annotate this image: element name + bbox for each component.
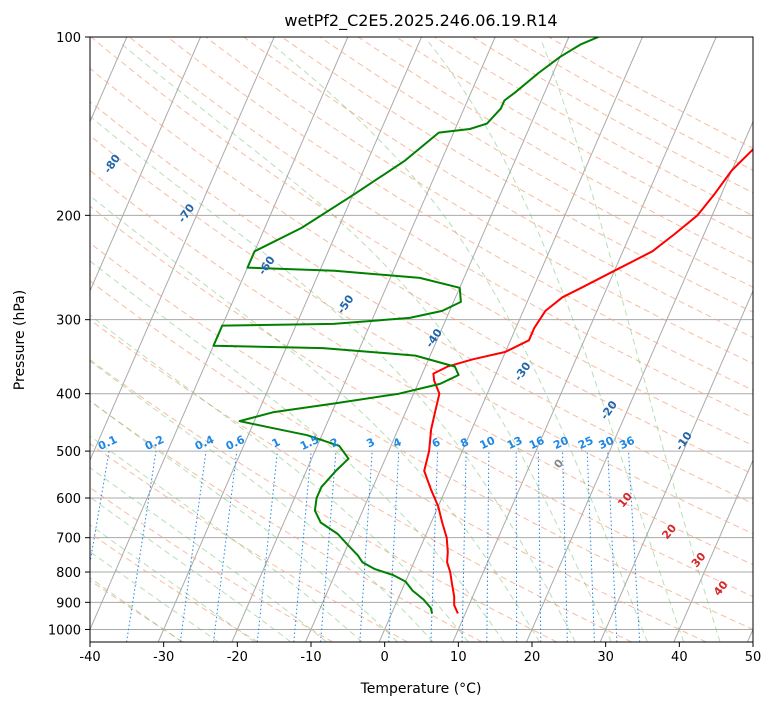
isotherm-line xyxy=(453,37,716,642)
x-axis-label: Temperature (°C) xyxy=(360,681,482,697)
mixing-ratio-label: 10 xyxy=(478,434,498,452)
y-tick-label: 500 xyxy=(56,445,81,460)
mixing-ratio-label: 3 xyxy=(364,435,376,450)
plot-frame xyxy=(90,37,753,642)
moist-adiabat-line xyxy=(0,42,539,642)
y-tick-label: 1000 xyxy=(48,623,81,638)
moist-adiabat-line xyxy=(542,42,720,642)
mixing-ratio-label: 25 xyxy=(576,434,595,452)
mixing-ratio-line xyxy=(360,451,372,642)
chart-title: wetPf2_C2E5.2025.246.06.19.R14 xyxy=(284,11,557,31)
x-tick-label: 20 xyxy=(524,650,541,665)
x-tick-label: -20 xyxy=(227,650,248,665)
moist-adiabat-label: 30 xyxy=(689,550,709,570)
mixing-ratio-line xyxy=(257,451,277,642)
mixing-ratio-label: 0.1 xyxy=(96,433,119,453)
mixing-ratio-line xyxy=(180,451,206,642)
isotherm-line xyxy=(600,37,775,642)
mixing-ratio-label: 0.2 xyxy=(143,433,166,453)
dry-adiabat-label: -60 xyxy=(256,253,278,277)
mixing-ratio-line xyxy=(487,451,489,642)
y-tick-label: 200 xyxy=(56,209,81,224)
y-tick-label: 900 xyxy=(56,596,81,611)
moist-adiabat-line xyxy=(0,42,398,642)
dry-adiabat-line xyxy=(358,37,775,642)
dry-adiabat-label: -90 xyxy=(24,109,46,133)
moist-adiabat-line xyxy=(0,42,362,642)
y-axis-label: Pressure (hPa) xyxy=(12,290,28,390)
moist-adiabat-line xyxy=(0,42,327,642)
y-tick-label: 600 xyxy=(56,492,81,507)
dry-adiabat-line xyxy=(0,37,482,642)
dry-adiabat-line xyxy=(0,37,632,642)
mixing-ratio-label: 36 xyxy=(617,434,637,452)
dry-adiabat-line xyxy=(15,37,775,642)
mixing-ratio-label: 13 xyxy=(505,434,524,452)
mixing-ratio-label: 20 xyxy=(551,434,571,452)
mixing-ratio-line xyxy=(76,451,109,642)
dry-adiabat-label: -20 xyxy=(598,398,620,422)
dewpoint-line xyxy=(214,37,599,614)
isotherm-line xyxy=(232,37,495,642)
mixing-ratio-label: 0.6 xyxy=(224,433,247,453)
moist-adiabat-label: 40 xyxy=(711,578,731,598)
dry-adiabat-label: -30 xyxy=(512,359,534,383)
dry-adiabat-label: -80 xyxy=(101,152,123,176)
moist-adiabat-line xyxy=(0,42,291,642)
x-tick-label: 0 xyxy=(381,650,389,665)
dry-adiabat-line xyxy=(511,37,775,642)
x-tick-label: 30 xyxy=(597,650,614,665)
mixing-ratio-label: 16 xyxy=(527,434,547,452)
dry-adiabat-line xyxy=(473,37,775,642)
mixing-ratio-line xyxy=(213,451,236,642)
dry-adiabat-line xyxy=(0,37,258,642)
x-tick-label: -40 xyxy=(79,650,100,665)
y-tick-label: 100 xyxy=(56,31,81,46)
mixing-ratio-label: 0.4 xyxy=(193,433,216,453)
isotherm-line xyxy=(11,37,274,642)
isotherm-line xyxy=(0,37,201,642)
moist-adiabat-line xyxy=(5,42,575,642)
moist-adiabat-label: 10 xyxy=(615,490,635,510)
mixing-ratio-label: 1 xyxy=(270,435,282,450)
y-tick-label: 700 xyxy=(56,532,81,547)
x-tick-label: 40 xyxy=(671,650,688,665)
moist-adiabat-line xyxy=(0,42,433,642)
mixing-ratio-label: 30 xyxy=(597,434,617,452)
isotherm-line xyxy=(158,37,421,642)
mixing-ratio-line xyxy=(629,451,640,642)
moist-adiabat-label: 20 xyxy=(659,521,679,541)
x-tick-label: 10 xyxy=(450,650,467,665)
moist-adiabat-line xyxy=(429,42,684,642)
mixing-ratio-label: 6 xyxy=(430,435,443,450)
moist-adiabat-label: 0 xyxy=(551,456,566,470)
mixing-ratio-line xyxy=(587,451,594,642)
background-lines xyxy=(0,37,775,642)
y-tick-label: 300 xyxy=(56,314,81,329)
moist-adiabat-line xyxy=(0,42,468,642)
dry-adiabat-line xyxy=(244,37,775,642)
x-tick-label: -10 xyxy=(300,650,321,665)
temperature-line xyxy=(424,37,775,614)
x-tick-label: 50 xyxy=(745,650,762,665)
dry-adiabat-label: -50 xyxy=(335,292,357,316)
line-labels: 0.10.20.40.611.52346810131620253036-100-… xyxy=(0,56,731,599)
moist-adiabat-line xyxy=(119,42,611,642)
mixing-ratio-line xyxy=(563,451,568,642)
y-tick-label: 400 xyxy=(56,388,81,403)
dry-adiabat-line xyxy=(0,37,408,642)
x-tick-label: -30 xyxy=(153,650,174,665)
mixing-ratio-label: 4 xyxy=(391,435,404,450)
y-tick-label: 800 xyxy=(56,566,81,581)
dry-adiabat-line xyxy=(549,37,775,642)
isotherm-line xyxy=(379,37,642,642)
mixing-ratio-label: 2 xyxy=(328,435,340,450)
isotherm-line xyxy=(748,37,775,642)
isotherm-line xyxy=(527,37,775,642)
